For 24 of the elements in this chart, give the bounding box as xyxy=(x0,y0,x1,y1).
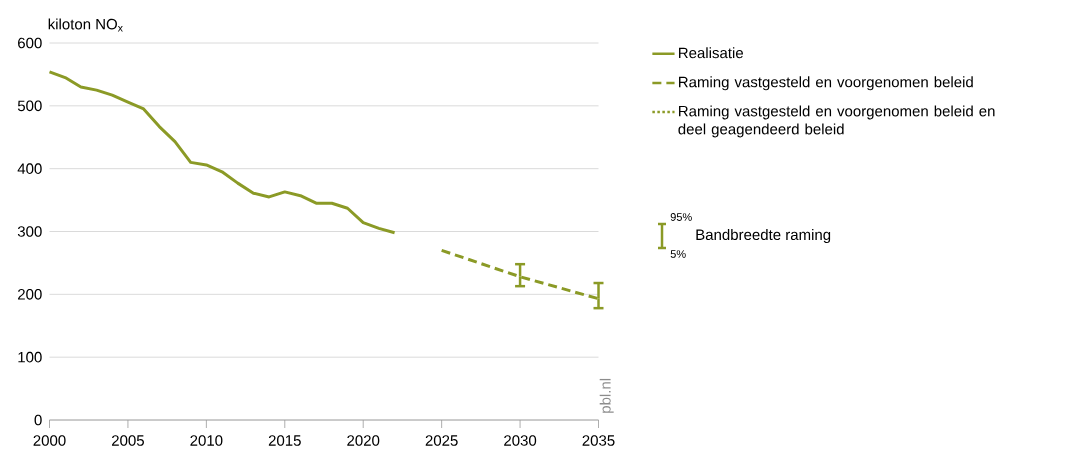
y-axis-title: kiloton NO$_{x}$ xyxy=(48,18,123,32)
y-tick-label: 0 xyxy=(34,414,42,426)
y-tick-label: 200 xyxy=(18,289,42,300)
x-tick-label: 2010 xyxy=(190,435,223,446)
x-tick-label: 2000 xyxy=(33,435,66,446)
text: pbl.nl xyxy=(599,378,614,413)
y-tick-label: 500 xyxy=(17,100,42,112)
legend-label: Raming vastgesteld en voorgenomen beleid xyxy=(679,76,973,91)
y-tick-label: 400 xyxy=(17,163,42,174)
line-series xyxy=(48,70,397,235)
text: 5% xyxy=(670,250,686,258)
y-tick-label: 300 xyxy=(17,226,42,237)
y-tick-label: 100 xyxy=(18,351,42,363)
x-tick-label: 2035 xyxy=(582,435,615,446)
x-tick-label: 2015 xyxy=(268,435,301,446)
x-tick-label: 2030 xyxy=(504,435,537,446)
y-tick-label: 600 xyxy=(18,37,42,49)
x-tick-label: 2005 xyxy=(112,435,144,446)
text: 95% xyxy=(670,213,692,221)
text: Bandbreedte raming xyxy=(696,229,831,243)
legend-label: Realisatie xyxy=(679,47,743,59)
x-tick-label: 2025 xyxy=(425,435,458,446)
x-tick-label: 2020 xyxy=(347,435,380,446)
legend-label: Raming vastgesteld en voorgenomen beleid en deel geagendeerd beleid xyxy=(678,105,995,138)
